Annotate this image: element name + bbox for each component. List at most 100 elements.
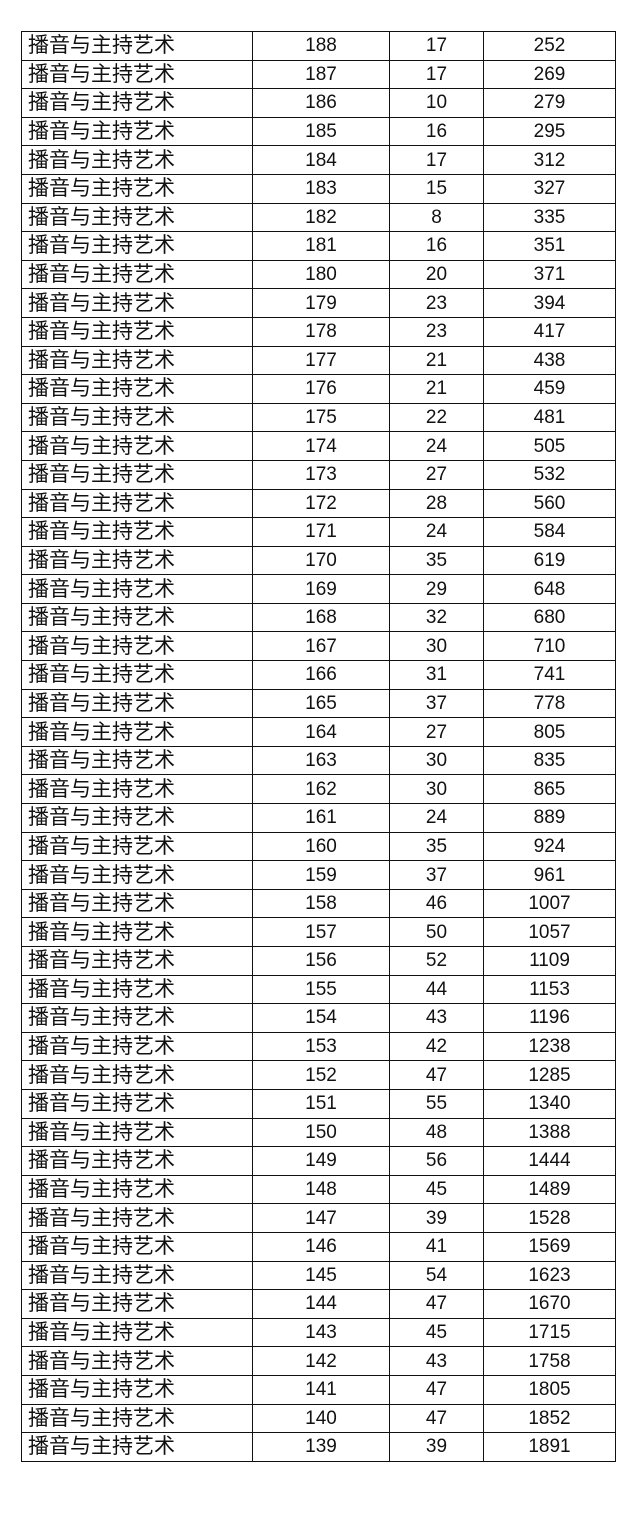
cumulative-cell: 1670 <box>483 1289 616 1319</box>
major-cell: 播音与主持艺术 <box>21 1346 253 1376</box>
score-cell: 145 <box>252 1260 390 1291</box>
cumulative-cell: 312 <box>483 145 616 175</box>
table-row: 播音与主持艺术 188 17 252 <box>21 31 616 61</box>
count-cell: 43 <box>389 1346 484 1376</box>
count-cell: 17 <box>389 31 484 61</box>
table-row: 播音与主持艺术 176 21 459 <box>21 374 616 404</box>
major-cell: 播音与主持艺术 <box>21 688 253 719</box>
major-cell: 播音与主持艺术 <box>21 717 253 747</box>
table-row: 播音与主持艺术 179 23 394 <box>21 288 616 318</box>
score-cell: 172 <box>252 488 390 519</box>
major-cell: 播音与主持艺术 <box>21 288 253 318</box>
table-row: 播音与主持艺术 160 35 924 <box>21 831 616 862</box>
major-cell: 播音与主持艺术 <box>21 431 253 461</box>
score-cell: 187 <box>252 59 390 90</box>
major-cell: 播音与主持艺术 <box>21 545 253 576</box>
cumulative-cell: 438 <box>483 345 616 376</box>
table-row: 播音与主持艺术 161 24 889 <box>21 803 616 833</box>
table-row: 播音与主持艺术 149 56 1444 <box>21 1146 616 1176</box>
cumulative-cell: 1340 <box>483 1088 616 1119</box>
count-cell: 32 <box>389 602 484 633</box>
major-cell: 播音与主持艺术 <box>21 1374 253 1405</box>
cumulative-cell: 1153 <box>483 974 616 1005</box>
cumulative-cell: 584 <box>483 517 616 547</box>
count-cell: 41 <box>389 1231 484 1262</box>
cumulative-cell: 1196 <box>483 1003 616 1033</box>
major-cell: 播音与主持艺术 <box>21 1003 253 1033</box>
major-cell: 播音与主持艺术 <box>21 59 253 90</box>
cumulative-cell: 1758 <box>483 1346 616 1376</box>
major-cell: 播音与主持艺术 <box>21 917 253 947</box>
table-row: 播音与主持艺术 167 30 710 <box>21 631 616 662</box>
cumulative-cell: 295 <box>483 116 616 147</box>
cumulative-cell: 1285 <box>483 1060 616 1090</box>
major-cell: 播音与主持艺术 <box>21 1289 253 1319</box>
table-row: 播音与主持艺术 187 17 269 <box>21 59 616 90</box>
score-cell: 142 <box>252 1346 390 1376</box>
score-cell: 162 <box>252 774 390 805</box>
cumulative-cell: 1805 <box>483 1374 616 1405</box>
major-cell: 播音与主持艺术 <box>21 574 253 604</box>
table-row: 播音与主持艺术 145 54 1623 <box>21 1260 616 1291</box>
major-cell: 播音与主持艺术 <box>21 774 253 805</box>
count-cell: 54 <box>389 1260 484 1291</box>
major-cell: 播音与主持艺术 <box>21 173 253 204</box>
cumulative-cell: 532 <box>483 459 616 490</box>
major-cell: 播音与主持艺术 <box>21 631 253 662</box>
count-cell: 47 <box>389 1374 484 1405</box>
count-cell: 27 <box>389 459 484 490</box>
table-row: 播音与主持艺术 174 24 505 <box>21 431 616 461</box>
cumulative-cell: 335 <box>483 202 616 233</box>
table-row: 播音与主持艺术 163 30 835 <box>21 745 616 776</box>
score-cell: 161 <box>252 803 390 833</box>
table-row: 播音与主持艺术 170 35 619 <box>21 545 616 576</box>
score-cell: 173 <box>252 459 390 490</box>
count-cell: 55 <box>389 1088 484 1119</box>
cumulative-cell: 279 <box>483 88 616 118</box>
major-cell: 播音与主持艺术 <box>21 803 253 833</box>
table-row: 播音与主持艺术 147 39 1528 <box>21 1203 616 1233</box>
count-cell: 30 <box>389 774 484 805</box>
major-cell: 播音与主持艺术 <box>21 488 253 519</box>
major-cell: 播音与主持艺术 <box>21 1403 253 1434</box>
count-cell: 16 <box>389 116 484 147</box>
cumulative-cell: 417 <box>483 316 616 347</box>
count-cell: 35 <box>389 831 484 862</box>
major-cell: 播音与主持艺术 <box>21 202 253 233</box>
table-row: 播音与主持艺术 166 31 741 <box>21 660 616 690</box>
table-row: 播音与主持艺术 142 43 1758 <box>21 1346 616 1376</box>
cumulative-cell: 924 <box>483 831 616 862</box>
score-cell: 159 <box>252 860 390 890</box>
score-cell: 146 <box>252 1231 390 1262</box>
table-row: 播音与主持艺术 186 10 279 <box>21 88 616 118</box>
cumulative-cell: 505 <box>483 431 616 461</box>
count-cell: 30 <box>389 745 484 776</box>
score-table: 播音与主持艺术 188 17 252 播音与主持艺术 187 17 269 播音与主持艺术 186… <box>21 31 616 1462</box>
table-row: 播音与主持艺术 141 47 1805 <box>21 1374 616 1405</box>
table-row: 播音与主持艺术 168 32 680 <box>21 602 616 633</box>
count-cell: 16 <box>389 231 484 261</box>
cumulative-cell: 394 <box>483 288 616 318</box>
cumulative-cell: 835 <box>483 745 616 776</box>
count-cell: 50 <box>389 917 484 947</box>
count-cell: 20 <box>389 259 484 290</box>
score-cell: 176 <box>252 374 390 404</box>
score-cell: 183 <box>252 173 390 204</box>
count-cell: 39 <box>389 1432 484 1462</box>
count-cell: 27 <box>389 717 484 747</box>
cumulative-cell: 1489 <box>483 1174 616 1205</box>
count-cell: 47 <box>389 1403 484 1434</box>
major-cell: 播音与主持艺术 <box>21 1432 253 1462</box>
table-row: 播音与主持艺术 144 47 1670 <box>21 1289 616 1319</box>
major-cell: 播音与主持艺术 <box>21 860 253 890</box>
major-cell: 播音与主持艺术 <box>21 1117 253 1148</box>
score-cell: 184 <box>252 145 390 175</box>
major-cell: 播音与主持艺术 <box>21 1146 253 1176</box>
score-cell: 166 <box>252 660 390 690</box>
score-cell: 160 <box>252 831 390 862</box>
cumulative-cell: 805 <box>483 717 616 747</box>
cumulative-cell: 1388 <box>483 1117 616 1148</box>
table-row: 播音与主持艺术 184 17 312 <box>21 145 616 175</box>
table-row: 播音与主持艺术 143 45 1715 <box>21 1317 616 1348</box>
major-cell: 播音与主持艺术 <box>21 660 253 690</box>
